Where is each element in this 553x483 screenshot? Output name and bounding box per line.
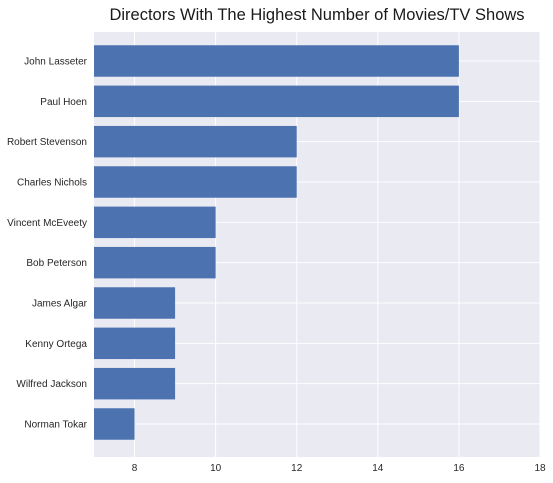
x-tick-label: 18 (534, 463, 546, 474)
bar (94, 287, 176, 319)
bar (94, 125, 297, 158)
y-tick-label: Robert Stevenson (7, 137, 87, 148)
y-axis-ticks: John Lasseter Paul Hoen Robert Stevenson Ch… (7, 57, 88, 431)
y-tick-label: Wilfred Jackson (16, 379, 87, 390)
x-tick-label: 8 (132, 463, 138, 474)
y-tick-label: Kenny Ortega (25, 339, 87, 350)
bars (94, 45, 459, 440)
x-tick-label: 14 (372, 463, 384, 474)
chart-title: Directors With The Highest Number of Mov… (109, 6, 524, 24)
x-tick-label: 12 (291, 463, 303, 474)
y-tick-label: James Algar (32, 299, 88, 310)
y-tick-label: Charles Nichols (17, 178, 87, 189)
y-tick-label: Paul Hoen (40, 97, 87, 108)
bar (94, 246, 216, 279)
x-tick-label: 16 (453, 463, 465, 474)
bar (94, 45, 459, 77)
bar (94, 206, 216, 239)
bar (94, 85, 459, 118)
x-axis-ticks: 8 10 12 14 16 18 (132, 463, 546, 474)
x-tick-label: 10 (210, 463, 222, 474)
bar (94, 367, 176, 400)
y-tick-label: John Lasseter (24, 57, 87, 68)
bar (94, 408, 135, 440)
bar (94, 327, 176, 360)
y-tick-label: Bob Peterson (26, 258, 87, 269)
y-tick-label: Vincent McEveety (7, 218, 87, 229)
y-tick-label: Norman Tokar (24, 420, 87, 431)
bar (94, 166, 297, 198)
